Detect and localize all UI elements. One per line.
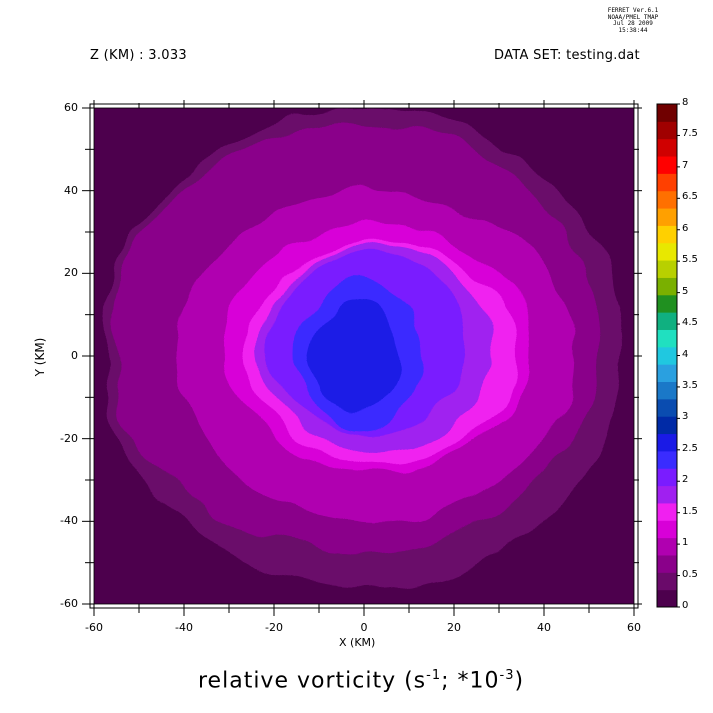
colorbar-swatch	[657, 520, 677, 539]
colorbar-swatch	[657, 416, 677, 435]
colorbar-label: 2	[682, 474, 689, 486]
y-tick-label: 0	[71, 349, 78, 362]
contour-band-8	[310, 306, 400, 414]
colorbar-swatch	[657, 312, 677, 330]
colorbar-swatch	[657, 173, 677, 192]
stamp-line-1: FERRET Ver.6.1	[607, 7, 659, 14]
colorbar-label: 4.5	[682, 317, 698, 329]
colorbar-label: 3.5	[682, 379, 698, 391]
x-tick-label: -60	[85, 621, 103, 634]
colorbar-swatch	[657, 138, 677, 157]
x-tick-label: 0	[360, 621, 368, 634]
colorbar-swatch	[657, 554, 677, 573]
colorbar-label: 5	[682, 285, 689, 297]
y-tick-label: 60	[64, 101, 78, 114]
colorbar-label: 6	[682, 222, 689, 234]
colorbar-swatch	[657, 225, 677, 244]
colorbar-swatch	[657, 589, 677, 608]
title-mid: ; *10	[441, 668, 500, 694]
colorbar-label: 6.5	[682, 191, 698, 203]
colorbar-label: 7	[682, 159, 689, 171]
title-exp-2: -3	[499, 668, 515, 683]
dataset-label: DATA SET: testing.dat	[494, 48, 640, 63]
colorbar-label: 2.5	[682, 442, 698, 454]
colorbar-swatch	[657, 572, 677, 591]
colorbar-label: 7.5	[682, 128, 698, 140]
z-level-label: Z (KM) : 3.033	[90, 48, 187, 63]
colorbar-swatch	[657, 537, 677, 556]
colorbar-label: 1	[682, 537, 689, 549]
colorbar-label: 8	[682, 97, 689, 108]
colorbar-swatch	[657, 156, 677, 174]
contour-fill-layer	[103, 108, 625, 588]
colorbar-label: 0	[682, 600, 689, 611]
x-tick-label: 40	[537, 621, 551, 634]
colorbar-label: 4	[682, 348, 689, 360]
y-tick-label: 20	[64, 266, 78, 280]
stamp-line-2: NOAA/PMEL TMAP	[607, 13, 659, 21]
colorbar-swatch	[657, 450, 677, 469]
colorbar-swatch	[657, 294, 677, 313]
colorbar-swatch	[657, 398, 677, 417]
y-tick-label: -40	[60, 514, 78, 528]
colorbar-swatch	[657, 364, 677, 383]
colorbar-swatch	[657, 381, 677, 400]
x-tick-label: -40	[175, 621, 193, 634]
title-exp-1: -1	[426, 668, 442, 683]
colorbar-swatch	[657, 485, 677, 504]
y-axis-label: Y (KM)	[33, 337, 47, 377]
colorbar-label: 5.5	[682, 254, 698, 266]
colorbar-swatch	[657, 329, 677, 348]
colorbar-swatch	[657, 121, 677, 140]
colorbar	[656, 103, 680, 608]
colorbar-swatch	[657, 190, 677, 209]
y-tick-label: 40	[64, 183, 78, 197]
axis-ticks	[82, 100, 642, 616]
colorbar-swatch	[657, 433, 677, 452]
colorbar-swatch	[657, 104, 677, 122]
x-tick-label: 60	[627, 621, 641, 634]
x-tick-label: 20	[447, 621, 461, 634]
title-main: relative vorticity (s	[198, 668, 427, 694]
stamp-line-3: Jul 28 2009 15:38:44	[613, 20, 653, 34]
colorbar-swatch	[657, 502, 677, 521]
ferret-stamp: FERRET Ver.6.1 NOAA/PMEL TMAP Jul 28 200…	[598, 7, 668, 34]
x-tick-label: -20	[265, 621, 283, 634]
y-tick-label: -20	[60, 431, 78, 445]
colorbar-swatch	[657, 468, 677, 487]
x-axis-label: X (KM)	[339, 636, 376, 649]
colorbar-label: 0.5	[682, 568, 698, 580]
colorbar-swatch	[657, 260, 677, 278]
y-tick-label: -60	[60, 597, 78, 610]
colorbar-swatch	[657, 208, 677, 226]
colorbar-swatch	[657, 242, 677, 261]
colorbar-swatch	[657, 277, 677, 296]
title-end: )	[514, 668, 525, 694]
colorbar-swatch	[657, 346, 677, 365]
chart-title: relative vorticity (s-1; *10-3)	[198, 668, 524, 693]
colorbar-label: 1.5	[682, 505, 698, 517]
colorbar-label: 3	[682, 411, 689, 423]
